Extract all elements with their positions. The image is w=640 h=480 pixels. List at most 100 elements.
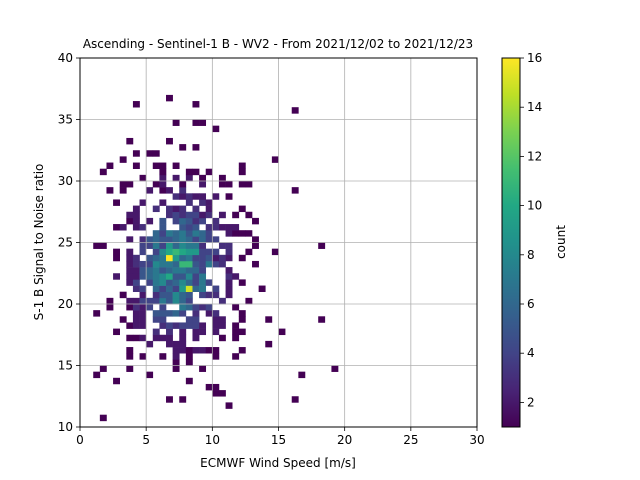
heatmap-bin [192,273,200,280]
heatmap-bin [192,316,200,323]
heatmap-bin [166,211,173,219]
heatmap-bin [126,254,134,262]
heatmap-bin [192,279,200,286]
heatmap-bin [179,217,187,225]
heatmap-bin [179,144,187,151]
heatmap-bin [238,230,246,237]
heatmap-bin [238,254,246,262]
heatmap-bin [245,211,253,219]
heatmap-bin [159,260,167,268]
heatmap-bin [192,236,200,243]
heatmap-bin [238,316,246,323]
heatmap-bin [199,260,207,268]
colorbar-tick-label: 2 [527,395,535,409]
heatmap-bin [152,291,160,299]
heatmap-bin [93,371,101,379]
heatmap-bin [146,304,154,311]
heatmap-bin [139,236,147,243]
x-tick-label: 25 [403,433,418,447]
heatmap-bin [159,248,167,256]
heatmap-bin [132,211,140,219]
heatmap-bin [179,310,187,317]
heatmap-bin [152,297,160,305]
heatmap-bin [113,248,120,256]
heatmap-bin [212,193,220,200]
heatmap-bin [159,254,167,262]
heatmap-bin [212,254,220,262]
heatmap-bin [166,242,173,249]
heatmap-bin [139,273,147,280]
heatmap-bin [146,242,154,249]
x-tick-label: 15 [271,433,286,447]
heatmap-bin [218,316,226,323]
heatmap-bin [218,254,226,262]
heatmap-bin [232,224,240,231]
heatmap-bin [166,279,173,286]
heatmap-bin [126,211,134,219]
heatmap-bin [179,236,187,243]
heatmap-bin [126,304,134,311]
heatmap-bin [199,365,207,372]
colorbar-tick-label: 12 [527,149,542,163]
y-axis-label: S-1 B Signal to Noise ratio [32,164,46,321]
heatmap-bin [212,347,220,354]
heatmap-bin [146,150,154,157]
heatmap-bin [185,316,193,323]
heatmap-bin [139,310,147,317]
heatmap-bin [185,353,193,360]
heatmap-bin [192,347,200,354]
plot-area [79,57,478,428]
heatmap-bin [126,248,134,256]
heatmap-bin [179,322,187,329]
heatmap-bin [192,304,200,311]
heatmap-bin [212,260,220,268]
heatmap-bin [146,187,154,194]
heatmap-bin [205,279,213,286]
heatmap-bin [179,396,187,403]
heatmap-bin [212,328,220,336]
heatmap-bin [132,101,140,108]
heatmap-bin [232,211,240,219]
heatmap-bin [159,322,167,329]
heatmap-bin [185,242,193,249]
heatmap-bin [152,285,160,292]
heatmap-bin [192,119,200,126]
heatmap-bin [166,137,173,145]
heatmap-bin [318,316,326,323]
heatmap-bin [225,402,233,409]
heatmap-bin [212,291,220,299]
heatmap-bin [271,248,279,256]
heatmap-bin [126,279,134,286]
heatmap-bin [152,273,160,280]
heatmap-bin [185,347,193,354]
heatmap-bin [225,242,233,249]
heatmap-bin [172,119,180,126]
heatmap-bin [166,248,173,256]
heatmap-bin [146,260,154,268]
heatmap-bin [139,248,147,256]
colorbar-tick-label: 14 [527,100,542,114]
heatmap-bin [139,199,147,206]
heatmap-bin [146,297,154,305]
heatmap-bin [265,316,273,323]
heatmap-bin [172,236,180,243]
heatmap-bin [218,322,226,329]
heatmap-bin [93,310,101,317]
heatmap-bin [132,205,140,213]
heatmap-bin [139,267,147,274]
heatmap-bin [245,230,253,237]
x-tick-label: 30 [469,433,484,447]
heatmap-bin [205,236,213,243]
heatmap-bin [199,230,207,237]
heatmap-bin [139,224,147,231]
heatmap-bin [225,230,233,237]
heatmap-bin [199,211,207,219]
heatmap-bin [205,304,213,311]
heatmap-bin [172,297,180,305]
heatmap-bin [225,267,233,274]
heatmap-bin [185,224,193,231]
heatmap-bin [146,371,154,379]
heatmap-bin [199,273,207,280]
heatmap-bin [172,285,180,292]
heatmap-bin [152,328,160,336]
